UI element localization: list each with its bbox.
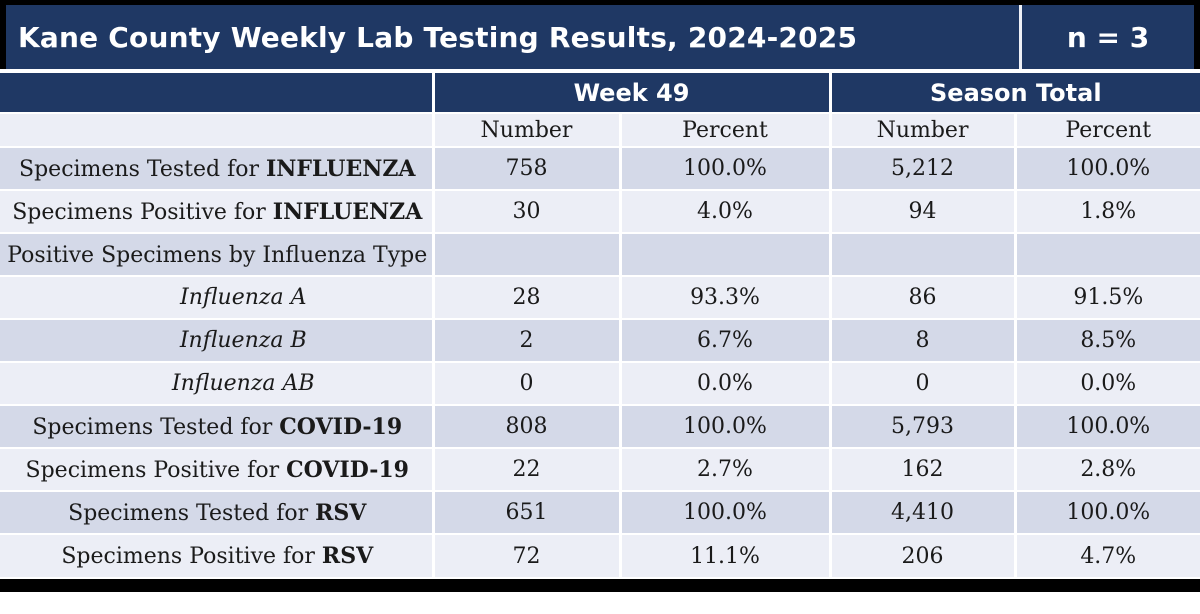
cell-season-percent: 100.0%: [1015, 491, 1200, 535]
label-column-header: [0, 73, 435, 114]
col-header-week-percent: Percent: [620, 113, 832, 148]
cell-week-number: 808: [433, 405, 622, 449]
cell-season-percent: 91.5%: [1015, 276, 1200, 320]
cell-season-percent: 0.0%: [1015, 362, 1200, 406]
table-row-tested-influenza: Specimens Tested for INFLUENZA 758 100.0…: [0, 147, 1200, 191]
sub-header-row: Number Percent Number Percent: [0, 113, 1200, 148]
cell-week-number: 28: [433, 276, 622, 320]
column-group-header-row: Week 49 Season Total: [0, 73, 1200, 114]
row-label: Specimens Tested for COVID-19: [0, 405, 435, 449]
cell-week-percent: 2.7%: [620, 448, 832, 492]
cell-season-number: [830, 233, 1017, 277]
row-label: Influenza AB: [0, 362, 435, 406]
cell-season-percent: 8.5%: [1015, 319, 1200, 363]
table-row-influenza-ab: Influenza AB 0 0.0% 0 0.0%: [0, 362, 1200, 406]
cell-week-number: [433, 233, 622, 277]
cell-week-number: 30: [433, 190, 622, 234]
cell-season-percent: 4.7%: [1015, 534, 1200, 577]
cell-season-number: 86: [830, 276, 1017, 320]
cell-season-number: 4,410: [830, 491, 1017, 535]
cell-week-percent: 0.0%: [620, 362, 832, 406]
table-row-tested-rsv: Specimens Tested for RSV 651 100.0% 4,41…: [0, 491, 1200, 535]
cell-week-percent: 4.0%: [620, 190, 832, 234]
cell-week-percent: 6.7%: [620, 319, 832, 363]
col-header-week-number: Number: [433, 113, 622, 148]
column-group-season: Season Total: [830, 73, 1200, 114]
cell-season-number: 8: [830, 319, 1017, 363]
table-row-positive-by-type: Positive Specimens by Influenza Type: [0, 233, 1200, 277]
col-header-season-percent: Percent: [1015, 113, 1200, 148]
row-label: Positive Specimens by Influenza Type: [0, 233, 435, 277]
cell-season-percent: 100.0%: [1015, 147, 1200, 191]
sample-count-badge: n = 3: [1019, 5, 1194, 69]
cell-season-number: 0: [830, 362, 1017, 406]
cell-week-percent: [620, 233, 832, 277]
table-row-positive-covid19: Specimens Positive for COVID-19 22 2.7% …: [0, 448, 1200, 492]
cell-season-number: 162: [830, 448, 1017, 492]
cell-week-percent: 100.0%: [620, 147, 832, 191]
cell-season-number: 5,793: [830, 405, 1017, 449]
cell-week-percent: 93.3%: [620, 276, 832, 320]
cell-week-percent: 100.0%: [620, 405, 832, 449]
sub-header-label-cell: [0, 113, 435, 148]
row-label: Specimens Positive for RSV: [0, 534, 435, 577]
cell-week-number: 22: [433, 448, 622, 492]
cell-week-percent: 11.1%: [620, 534, 832, 577]
row-label: Specimens Positive for COVID-19: [0, 448, 435, 492]
table-row-tested-covid19: Specimens Tested for COVID-19 808 100.0%…: [0, 405, 1200, 449]
cell-season-number: 206: [830, 534, 1017, 577]
cell-season-percent: 1.8%: [1015, 190, 1200, 234]
row-label: Influenza B: [0, 319, 435, 363]
results-table: Week 49 Season Total Number Percent Numb…: [0, 73, 1200, 577]
cell-week-number: 758: [433, 147, 622, 191]
cell-season-number: 5,212: [830, 147, 1017, 191]
cell-season-percent: [1015, 233, 1200, 277]
col-header-season-number: Number: [830, 113, 1017, 148]
row-label: Specimens Tested for INFLUENZA: [0, 147, 435, 191]
table-row-positive-rsv: Specimens Positive for RSV 72 11.1% 206 …: [0, 534, 1200, 577]
cell-week-number: 72: [433, 534, 622, 577]
column-group-week: Week 49: [433, 73, 832, 114]
row-label: Specimens Positive for INFLUENZA: [0, 190, 435, 234]
cell-week-number: 2: [433, 319, 622, 363]
cell-season-percent: 100.0%: [1015, 405, 1200, 449]
cell-season-number: 94: [830, 190, 1017, 234]
table-row-influenza-b: Influenza B 2 6.7% 8 8.5%: [0, 319, 1200, 363]
cell-season-percent: 2.8%: [1015, 448, 1200, 492]
table-row-influenza-a: Influenza A 28 93.3% 86 91.5%: [0, 276, 1200, 320]
row-label: Influenza A: [0, 276, 435, 320]
page-title: Kane County Weekly Lab Testing Results, …: [18, 20, 858, 54]
cell-week-number: 0: [433, 362, 622, 406]
row-label: Specimens Tested for RSV: [0, 491, 435, 535]
table-row-positive-influenza: Specimens Positive for INFLUENZA 30 4.0%…: [0, 190, 1200, 234]
cell-week-number: 651: [433, 491, 622, 535]
cell-week-percent: 100.0%: [620, 491, 832, 535]
bottom-border-bar: [0, 579, 1200, 592]
title-bar: Kane County Weekly Lab Testing Results, …: [0, 0, 1200, 69]
